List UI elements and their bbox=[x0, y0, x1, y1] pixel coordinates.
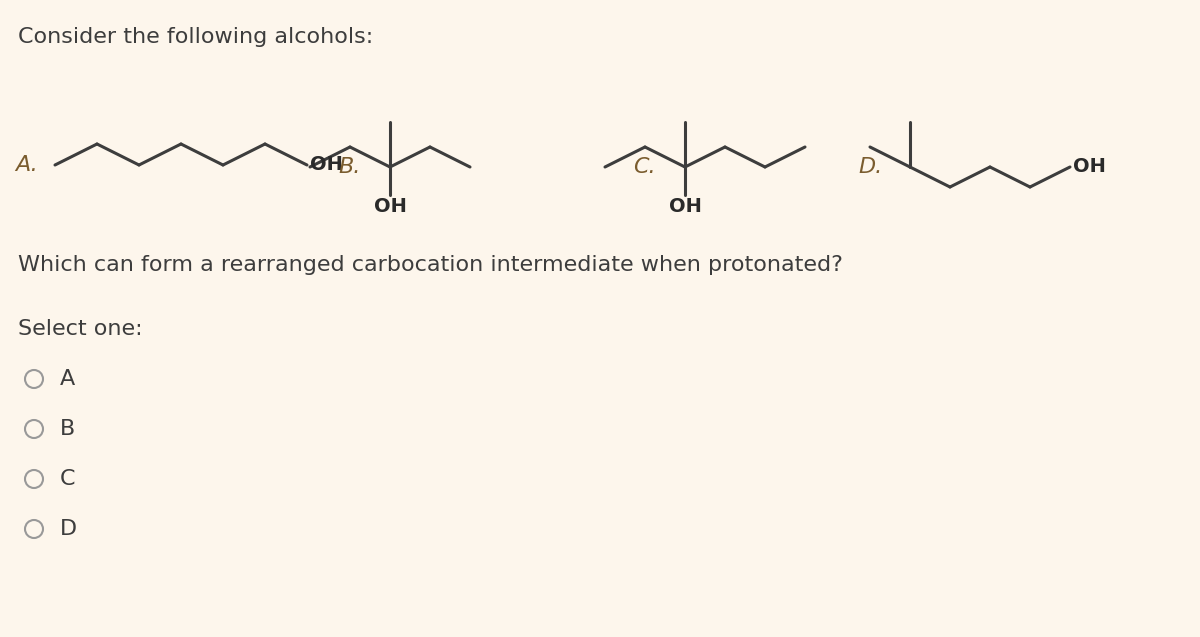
Text: Which can form a rearranged carbocation intermediate when protonated?: Which can form a rearranged carbocation … bbox=[18, 255, 842, 275]
Text: Select one:: Select one: bbox=[18, 319, 143, 339]
Text: C: C bbox=[60, 469, 76, 489]
Text: C.: C. bbox=[634, 157, 655, 177]
Text: OH: OH bbox=[1073, 157, 1106, 176]
Text: D.: D. bbox=[858, 157, 882, 177]
Text: OH: OH bbox=[310, 155, 343, 175]
Text: A.: A. bbox=[14, 155, 37, 175]
Text: Consider the following alcohols:: Consider the following alcohols: bbox=[18, 27, 373, 47]
Text: B: B bbox=[60, 419, 76, 439]
Text: OH: OH bbox=[668, 197, 702, 216]
Text: D: D bbox=[60, 519, 77, 539]
Text: B.: B. bbox=[338, 157, 360, 177]
Text: A: A bbox=[60, 369, 76, 389]
Text: OH: OH bbox=[373, 197, 407, 216]
